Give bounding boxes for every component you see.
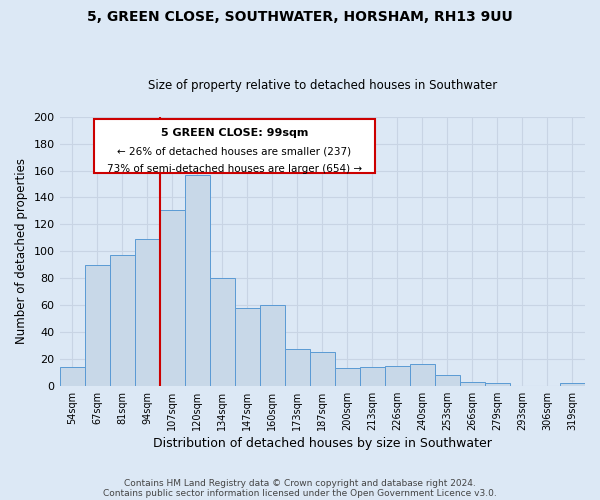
Bar [410,364,435,386]
Bar [360,367,385,386]
Bar [185,174,209,386]
Text: Contains public sector information licensed under the Open Government Licence v3: Contains public sector information licen… [103,488,497,498]
Title: Size of property relative to detached houses in Southwater: Size of property relative to detached ho… [148,79,497,92]
Bar [385,366,410,386]
Text: 73% of semi-detached houses are larger (654) →: 73% of semi-detached houses are larger (… [107,164,362,174]
Text: ← 26% of detached houses are smaller (237): ← 26% of detached houses are smaller (23… [117,146,352,156]
Bar [260,305,285,386]
X-axis label: Distribution of detached houses by size in Southwater: Distribution of detached houses by size … [153,437,492,450]
Bar [134,239,160,386]
Bar [209,278,235,386]
Bar [335,368,360,386]
Bar [59,367,85,386]
Text: Contains HM Land Registry data © Crown copyright and database right 2024.: Contains HM Land Registry data © Crown c… [124,478,476,488]
Bar [110,256,134,386]
Bar [460,382,485,386]
Text: 5, GREEN CLOSE, SOUTHWATER, HORSHAM, RH13 9UU: 5, GREEN CLOSE, SOUTHWATER, HORSHAM, RH1… [87,10,513,24]
Bar [435,375,460,386]
Bar [560,383,585,386]
Y-axis label: Number of detached properties: Number of detached properties [15,158,28,344]
Bar [160,210,185,386]
Text: 5 GREEN CLOSE: 99sqm: 5 GREEN CLOSE: 99sqm [161,128,308,138]
Bar [285,350,310,386]
FancyBboxPatch shape [94,120,375,174]
Bar [485,383,510,386]
Bar [85,265,110,386]
Bar [310,352,335,386]
Bar [235,308,260,386]
